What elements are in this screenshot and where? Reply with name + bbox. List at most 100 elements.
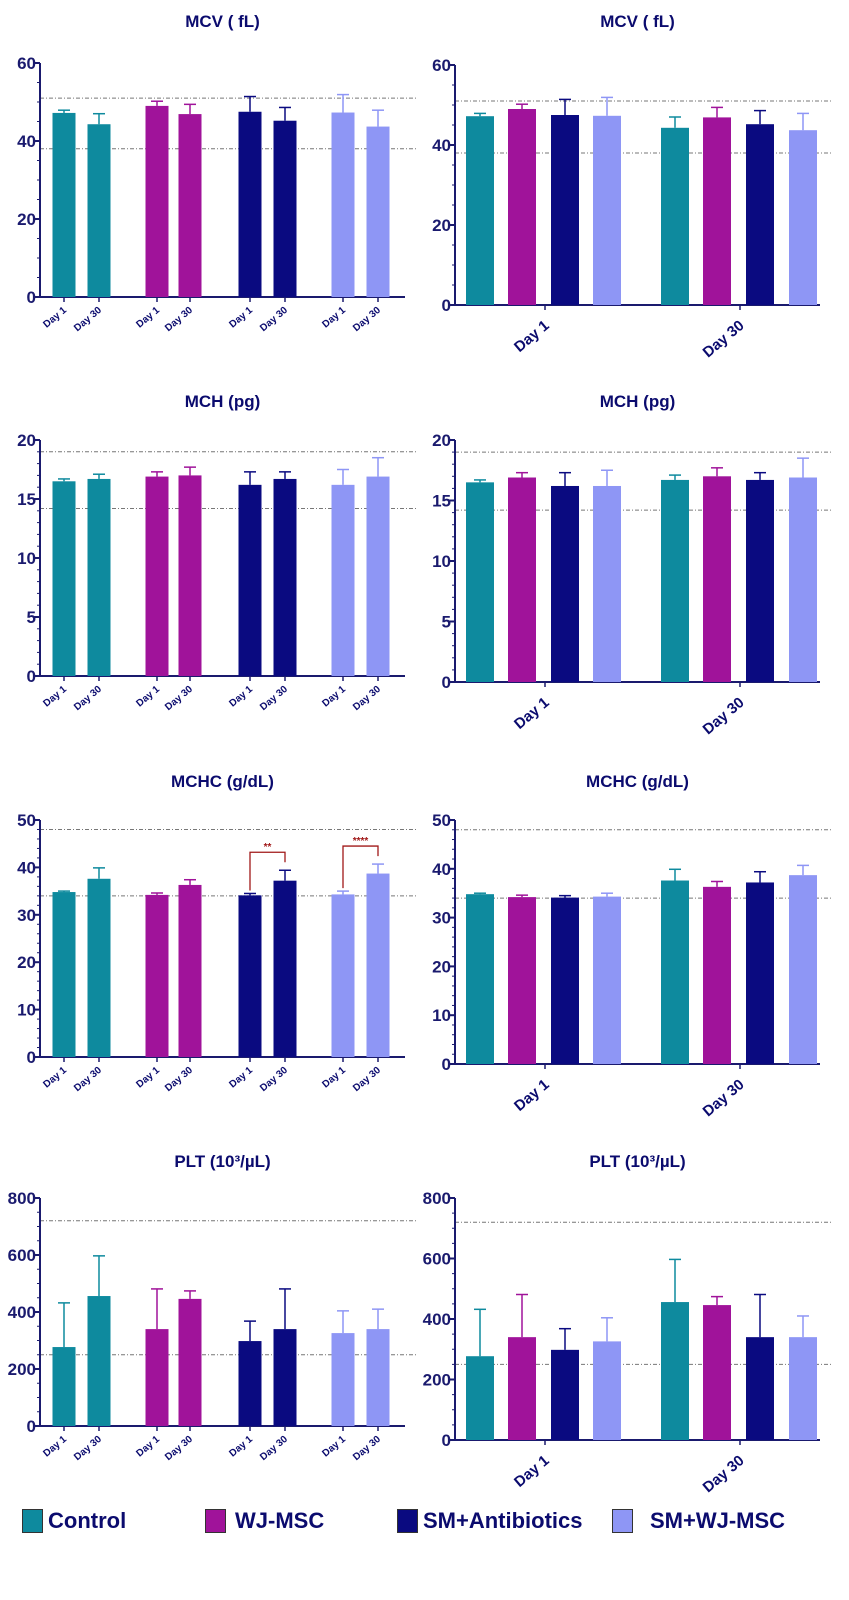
bar bbox=[366, 126, 390, 297]
y-tick-label: 40 bbox=[432, 860, 451, 879]
legend-item-sm-antibiotics: SM+Antibiotics bbox=[397, 1508, 583, 1534]
x-tick-label: Day 30 bbox=[163, 684, 195, 713]
x-tick-label: Day 1 bbox=[227, 684, 255, 710]
chart-title: PLT (10³/µL) bbox=[589, 1152, 685, 1171]
chart-0-right: MCV ( fL) 0 20 40 60 Day 1 Day 30 bbox=[432, 12, 832, 361]
bar bbox=[145, 1329, 169, 1426]
x-tick-label: Day 1 bbox=[134, 1065, 162, 1091]
y-tick-label: 60 bbox=[432, 56, 451, 75]
bar bbox=[508, 109, 536, 305]
bar bbox=[508, 1337, 536, 1440]
y-tick-label: 400 bbox=[423, 1310, 451, 1329]
bar bbox=[178, 1298, 202, 1426]
bar bbox=[178, 475, 202, 676]
legend-swatch bbox=[612, 1509, 633, 1533]
bar bbox=[273, 1329, 297, 1426]
y-tick-label: 20 bbox=[17, 210, 36, 229]
bar bbox=[52, 892, 76, 1057]
x-tick-label: Day 30 bbox=[258, 305, 290, 334]
bar bbox=[145, 476, 169, 676]
bar bbox=[273, 478, 297, 676]
y-tick-label: 0 bbox=[442, 1055, 451, 1074]
bar bbox=[87, 478, 111, 676]
legend-swatch bbox=[22, 1509, 43, 1533]
y-tick-label: 20 bbox=[17, 431, 36, 450]
bar bbox=[593, 485, 621, 682]
bar bbox=[331, 894, 355, 1057]
legend-item-control: Control bbox=[22, 1508, 126, 1534]
y-tick-label: 200 bbox=[8, 1360, 36, 1379]
bar bbox=[466, 116, 494, 305]
chart-2-right: MCHC (g/dL) 0 10 20 30 40 50 Day 1 Day 30 bbox=[432, 772, 832, 1120]
y-tick-label: 200 bbox=[423, 1371, 451, 1390]
y-tick-label: 0 bbox=[27, 1048, 36, 1067]
bar bbox=[703, 886, 731, 1064]
y-tick-label: 20 bbox=[432, 957, 451, 976]
significance-bracket bbox=[249, 851, 286, 891]
legend-item-wj-msc: WJ-MSC bbox=[205, 1508, 324, 1534]
y-tick-label: 15 bbox=[17, 490, 36, 509]
legend-label: Control bbox=[48, 1508, 127, 1533]
bar bbox=[366, 873, 390, 1057]
bar bbox=[145, 894, 169, 1057]
y-tick-label: 50 bbox=[432, 811, 451, 830]
x-tick-label: Day 1 bbox=[320, 684, 348, 710]
y-tick-label: 10 bbox=[432, 1006, 451, 1025]
chart-3-right: PLT (10³/µL) 0 200 400 600 800 Day 1 Day 30 bbox=[423, 1152, 832, 1496]
y-tick-label: 800 bbox=[8, 1189, 36, 1208]
bar bbox=[87, 1296, 111, 1426]
bar bbox=[331, 484, 355, 676]
significance-bracket bbox=[342, 845, 379, 889]
bar bbox=[661, 1302, 689, 1440]
bar bbox=[238, 484, 262, 676]
bar bbox=[746, 1337, 774, 1440]
chart-title: MCV ( fL) bbox=[600, 12, 675, 31]
x-tick-label: Day 30 bbox=[258, 684, 290, 713]
bar bbox=[703, 1305, 731, 1440]
bar bbox=[551, 897, 579, 1064]
bar bbox=[551, 485, 579, 682]
legend-swatch bbox=[205, 1509, 226, 1533]
bar bbox=[593, 1341, 621, 1440]
chart-title: PLT (10³/µL) bbox=[174, 1152, 270, 1171]
chart-title: MCV ( fL) bbox=[185, 12, 260, 31]
x-tick-label: Day 30 bbox=[700, 1452, 748, 1496]
x-tick-label: Day 1 bbox=[227, 1434, 255, 1460]
bar bbox=[789, 477, 817, 682]
bar bbox=[661, 127, 689, 305]
bar bbox=[52, 1347, 76, 1426]
bar bbox=[52, 112, 76, 297]
bar bbox=[178, 114, 202, 297]
chart-title: MCHC (g/dL) bbox=[586, 772, 689, 791]
chart-title: MCH (pg) bbox=[185, 392, 261, 411]
y-tick-label: 20 bbox=[432, 431, 451, 450]
legend-item-sm-wj-msc: SM+WJ-MSC bbox=[612, 1508, 785, 1534]
x-tick-label: Day 1 bbox=[511, 694, 553, 733]
bar bbox=[273, 880, 297, 1057]
x-tick-label: Day 1 bbox=[41, 684, 69, 710]
x-tick-label: Day 30 bbox=[163, 1434, 195, 1463]
x-tick-label: Day 1 bbox=[134, 1434, 162, 1460]
bar bbox=[466, 894, 494, 1064]
y-tick-label: 0 bbox=[27, 1417, 36, 1436]
y-tick-label: 40 bbox=[17, 858, 36, 877]
x-tick-label: Day 30 bbox=[258, 1434, 290, 1463]
bar bbox=[593, 896, 621, 1064]
y-tick-label: 5 bbox=[27, 608, 36, 627]
x-tick-label: Day 1 bbox=[134, 684, 162, 710]
y-tick-label: 0 bbox=[442, 1431, 451, 1450]
bar bbox=[661, 880, 689, 1064]
y-tick-label: 30 bbox=[17, 906, 36, 925]
x-tick-label: Day 1 bbox=[227, 305, 255, 331]
y-tick-label: 10 bbox=[17, 1001, 36, 1020]
bar bbox=[145, 105, 169, 298]
bar bbox=[238, 895, 262, 1057]
bar bbox=[238, 1341, 262, 1426]
bar bbox=[508, 477, 536, 682]
chart-title: MCH (pg) bbox=[600, 392, 676, 411]
chart-1-right: MCH (pg) 0 5 10 15 20 Day 1 Day 30 bbox=[432, 392, 832, 738]
bar bbox=[87, 878, 111, 1057]
bar bbox=[746, 882, 774, 1064]
